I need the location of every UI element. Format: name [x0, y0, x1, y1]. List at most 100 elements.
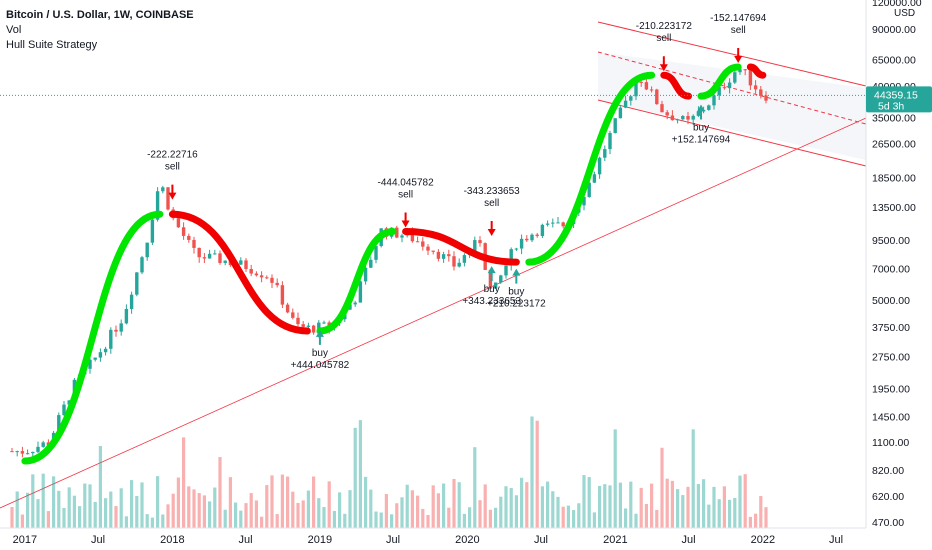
- candle[interactable]: [655, 89, 659, 105]
- candle[interactable]: [249, 269, 253, 274]
- candle[interactable]: [140, 257, 144, 273]
- candle[interactable]: [265, 277, 269, 279]
- volume-indicator-label[interactable]: Vol: [6, 24, 22, 36]
- candle[interactable]: [114, 329, 118, 332]
- candle[interactable]: [717, 87, 721, 96]
- candle[interactable]: [296, 317, 300, 325]
- candle[interactable]: [733, 72, 737, 83]
- candle[interactable]: [748, 70, 753, 86]
- candle[interactable]: [20, 451, 25, 454]
- candle[interactable]: [358, 281, 363, 303]
- candle[interactable]: [88, 359, 92, 369]
- candle[interactable]: [124, 308, 129, 324]
- candle[interactable]: [493, 282, 498, 289]
- candle[interactable]: [535, 234, 539, 237]
- candle[interactable]: [41, 442, 45, 447]
- candle[interactable]: [551, 222, 555, 224]
- candle[interactable]: [291, 312, 295, 318]
- candle[interactable]: [478, 240, 482, 244]
- candle[interactable]: [213, 253, 217, 255]
- candle[interactable]: [582, 196, 586, 206]
- candle[interactable]: [649, 89, 654, 91]
- candle[interactable]: [129, 294, 134, 309]
- candle[interactable]: [509, 249, 513, 266]
- candle[interactable]: [722, 87, 727, 89]
- candle[interactable]: [270, 277, 274, 283]
- candle[interactable]: [519, 238, 524, 249]
- candle[interactable]: [618, 107, 623, 119]
- candle[interactable]: [686, 116, 690, 120]
- candle[interactable]: [161, 187, 165, 192]
- candle[interactable]: [244, 260, 248, 270]
- candle[interactable]: [727, 82, 732, 89]
- candle[interactable]: [587, 182, 591, 197]
- candle[interactable]: [62, 404, 66, 416]
- candle[interactable]: [743, 69, 747, 71]
- candle[interactable]: [15, 451, 19, 453]
- candle[interactable]: [67, 400, 71, 405]
- candle[interactable]: [447, 254, 451, 257]
- channel-upper-line[interactable]: [597, 21, 867, 87]
- candle[interactable]: [431, 250, 435, 252]
- candle[interactable]: [452, 256, 456, 267]
- candle[interactable]: [441, 254, 446, 259]
- candle[interactable]: [202, 257, 207, 259]
- candle[interactable]: [103, 348, 108, 353]
- candle[interactable]: [317, 322, 321, 333]
- candle[interactable]: [473, 240, 477, 253]
- candle[interactable]: [753, 85, 758, 90]
- candle[interactable]: [436, 251, 441, 259]
- candle[interactable]: [322, 322, 326, 324]
- candle[interactable]: [280, 285, 285, 305]
- candle[interactable]: [311, 325, 316, 333]
- candle[interactable]: [421, 241, 425, 247]
- candle[interactable]: [187, 235, 191, 240]
- candle[interactable]: [597, 157, 602, 175]
- candle[interactable]: [426, 246, 430, 251]
- candle[interactable]: [275, 282, 279, 286]
- candle[interactable]: [629, 96, 633, 101]
- candle[interactable]: [457, 262, 461, 267]
- candle[interactable]: [660, 104, 664, 113]
- candle[interactable]: [374, 246, 378, 260]
- candle[interactable]: [348, 304, 352, 310]
- candle[interactable]: [639, 81, 643, 83]
- candle[interactable]: [530, 234, 534, 241]
- candle[interactable]: [135, 272, 139, 295]
- candle[interactable]: [561, 222, 565, 227]
- candle[interactable]: [98, 352, 103, 358]
- candle[interactable]: [145, 242, 149, 258]
- candle[interactable]: [712, 95, 716, 106]
- candle[interactable]: [10, 451, 14, 453]
- candle[interactable]: [634, 81, 638, 97]
- candle[interactable]: [764, 95, 768, 101]
- candle[interactable]: [608, 132, 612, 150]
- candle[interactable]: [613, 118, 617, 133]
- candle[interactable]: [545, 223, 550, 225]
- candle[interactable]: [525, 238, 529, 241]
- candle[interactable]: [681, 116, 685, 120]
- candle[interactable]: [259, 275, 264, 278]
- candle[interactable]: [759, 89, 763, 96]
- candle[interactable]: [93, 357, 97, 360]
- candle[interactable]: [369, 259, 373, 268]
- candle[interactable]: [36, 446, 40, 452]
- channel-lower-line[interactable]: [597, 99, 867, 167]
- candle[interactable]: [218, 253, 222, 263]
- candle[interactable]: [707, 105, 711, 110]
- candle[interactable]: [738, 69, 742, 73]
- candle[interactable]: [192, 239, 196, 248]
- candle[interactable]: [691, 115, 695, 120]
- candle[interactable]: [665, 112, 669, 116]
- candle[interactable]: [31, 451, 35, 454]
- candle[interactable]: [119, 323, 123, 332]
- candle[interactable]: [592, 174, 597, 183]
- candle[interactable]: [25, 453, 30, 455]
- candle[interactable]: [353, 302, 357, 305]
- candle[interactable]: [410, 231, 415, 242]
- candle[interactable]: [155, 191, 160, 220]
- candle[interactable]: [514, 248, 519, 250]
- candle[interactable]: [239, 260, 243, 265]
- candle[interactable]: [540, 224, 545, 237]
